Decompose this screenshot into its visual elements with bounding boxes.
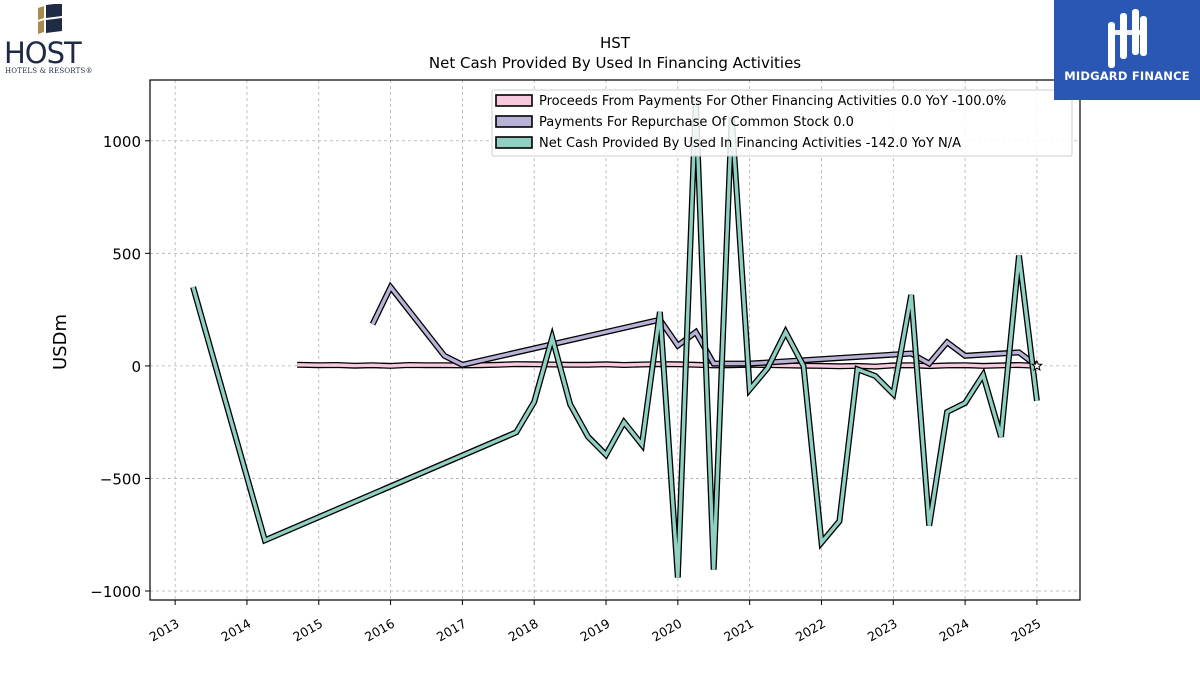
grid: [150, 80, 1080, 600]
series-line-2: [191, 100, 1039, 578]
x-tick-label: 2019: [577, 616, 612, 645]
legend-box: [491, 89, 1073, 157]
x-tick-label: 2023: [865, 616, 900, 645]
legend: Proceeds From Payments For Other Financi…: [491, 89, 1073, 157]
midgard-logo-name: MIDGARD FINANCE: [1064, 69, 1190, 83]
y-axis-label: USDm: [50, 314, 71, 370]
x-tick-label: 2025: [1008, 616, 1043, 645]
x-tick-label: 2021: [721, 616, 756, 645]
y-tick-label: −1000: [90, 583, 141, 601]
series-layer: [190, 100, 1043, 578]
y-tick-label: 1000: [103, 133, 141, 151]
midgard-emblem-icon: [1108, 9, 1147, 68]
x-tick-label: 2018: [506, 616, 541, 645]
y-tick-label: 500: [112, 245, 141, 263]
legend-swatch: [495, 94, 533, 107]
chart-title: HST: [600, 34, 631, 52]
series-line-1: [371, 283, 1038, 368]
x-tick-label: 2022: [793, 616, 828, 645]
chart-subtitle: Net Cash Provided By Used In Financing A…: [429, 54, 801, 72]
legend-label: Payments For Repurchase Of Common Stock …: [539, 115, 854, 130]
end-point-marker: [1030, 359, 1043, 371]
host-logo: HOST HOTELS & RESORTS®: [4, 4, 104, 75]
series-line-outline-2: [190, 100, 1040, 578]
midgard-finance-logo: MIDGARD FINANCE: [1054, 0, 1200, 100]
x-tick-label: 2015: [290, 616, 325, 645]
plot-frame: [149, 79, 1081, 601]
y-tick-label: −500: [100, 470, 141, 488]
x-tick-label: 2014: [218, 616, 253, 645]
x-tick-label: 2013: [147, 616, 182, 645]
x-tick-label: 2020: [649, 616, 684, 645]
legend-label: Net Cash Provided By Used In Financing A…: [539, 136, 961, 151]
y-tick-label: 0: [131, 358, 141, 376]
host-logo-name: HOST: [4, 36, 82, 70]
x-tick-label: 2024: [937, 616, 972, 645]
x-tick-label: 2016: [362, 616, 397, 645]
x-tick-label: 2017: [434, 616, 469, 645]
legend-label: Proceeds From Payments For Other Financi…: [539, 94, 1006, 109]
host-emblem-icon: [38, 4, 62, 34]
legend-swatch: [495, 115, 533, 128]
legend-swatch: [495, 136, 533, 149]
host-logo-sub: HOTELS & RESORTS®: [5, 67, 93, 75]
